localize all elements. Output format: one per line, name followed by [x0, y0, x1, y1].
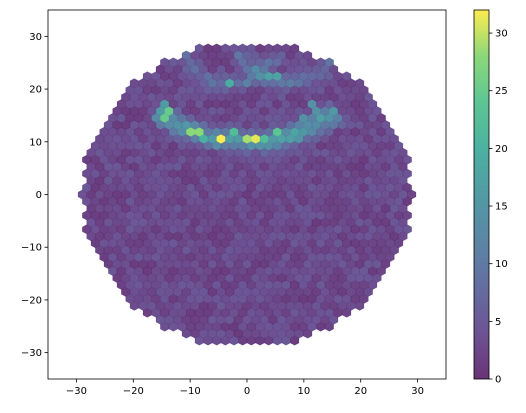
hexbin-cell: [255, 43, 265, 54]
hexbin-cell: [355, 78, 365, 89]
y-tick-label: −30: [21, 348, 42, 359]
hexbin-cell: [272, 43, 282, 54]
hexbin-cell: [229, 43, 239, 54]
y-tick-label: −20: [21, 295, 42, 306]
y-tick-label: 20: [29, 85, 42, 96]
y-tick-label: 10: [29, 137, 42, 148]
colorbar-tick-label: 20: [495, 144, 508, 155]
x-tick-label: −30: [66, 386, 87, 397]
x-tick-label: 10: [297, 386, 310, 397]
hexbin-cell: [212, 43, 222, 54]
hexbin-cell: [290, 43, 300, 54]
y-tick-label: 30: [29, 32, 42, 43]
hexbin-cell: [303, 50, 313, 61]
hexbin-cell: [342, 71, 352, 82]
x-tick-label: −20: [123, 386, 144, 397]
colorbar-tick-label: 10: [495, 259, 508, 270]
y-axis: −30 −20 −10 0 10 20 30: [21, 32, 48, 359]
colorbar-tick-label: 0: [495, 375, 501, 386]
x-tick-label: −10: [180, 386, 201, 397]
x-tick-label: 20: [354, 386, 367, 397]
colorbar-tick-label: 25: [495, 86, 508, 97]
colorbar-frame: [473, 9, 490, 380]
hexbin-cell: [324, 57, 334, 68]
colorbar-tick-label: 5: [495, 317, 501, 328]
colorbar-axis: 0 5 10 15 20 25 30: [489, 29, 508, 386]
x-tick-label: 0: [244, 386, 250, 397]
x-tick-label: 30: [411, 386, 424, 397]
colorbar-tick-label: 30: [495, 29, 508, 40]
y-tick-label: 0: [36, 190, 42, 201]
y-tick-label: −10: [21, 243, 42, 254]
colorbar: [474, 10, 489, 379]
colorbar-tick-label: 15: [495, 202, 508, 213]
hexbin-cells: [77, 43, 417, 346]
x-axis: −30 −20 −10 0 10 20 30: [66, 379, 424, 397]
